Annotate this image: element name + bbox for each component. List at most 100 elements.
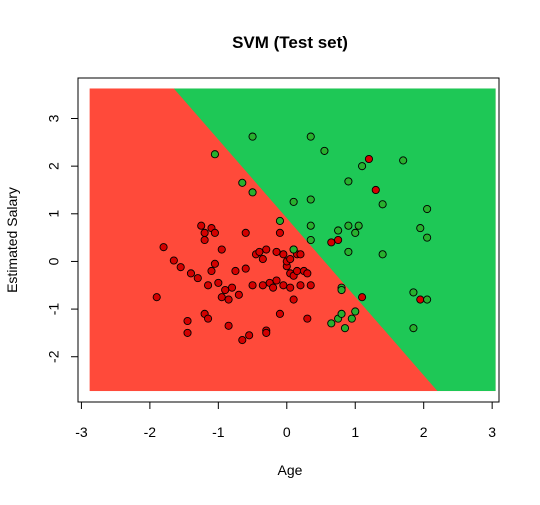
data-point-class-0 xyxy=(303,269,312,278)
data-point-class-1 xyxy=(423,295,432,304)
y-tick-label: 3 xyxy=(46,114,62,122)
data-point-class-0 xyxy=(286,283,295,292)
y-axis: -2 -1 0 1 2 3 xyxy=(46,114,79,363)
data-point-class-0 xyxy=(279,281,288,290)
data-point-class-1 xyxy=(351,228,360,237)
data-point-class-0 xyxy=(275,228,284,237)
data-point-class-1 xyxy=(238,178,247,187)
data-point-class-1 xyxy=(351,307,360,316)
data-point-class-1 xyxy=(337,309,346,318)
data-point-class-0 xyxy=(234,290,243,299)
data-point-class-0 xyxy=(258,255,267,264)
data-point-class-1 xyxy=(334,226,343,235)
data-point-class-0 xyxy=(231,266,240,276)
data-point-class-0 xyxy=(289,295,298,304)
data-point-class-1 xyxy=(327,319,336,328)
data-point-class-1 xyxy=(289,197,298,206)
data-point-class-1 xyxy=(399,156,408,165)
data-point-class-1 xyxy=(248,188,257,197)
data-point-class-0 xyxy=(176,263,185,272)
data-point-class-0 xyxy=(169,256,178,265)
data-point-class-1 xyxy=(306,132,315,141)
data-point-class-0 xyxy=(371,185,380,195)
y-tick-label: 1 xyxy=(46,210,62,218)
x-axis-label: Age xyxy=(278,462,303,478)
data-point-class-0 xyxy=(279,250,288,259)
data-point-class-0 xyxy=(183,328,192,337)
data-point-class-1 xyxy=(344,177,353,186)
x-tick-label: -3 xyxy=(75,424,88,440)
data-point-class-0 xyxy=(193,274,202,283)
data-point-class-1 xyxy=(347,314,356,323)
data-point-class-0 xyxy=(224,295,233,304)
data-point-class-0 xyxy=(241,228,250,237)
data-point-class-1 xyxy=(378,250,387,259)
data-points xyxy=(152,132,432,345)
data-point-class-0 xyxy=(296,250,305,259)
data-point-class-1 xyxy=(423,233,432,242)
data-point-class-0 xyxy=(186,269,196,278)
data-point-class-1 xyxy=(275,216,284,225)
data-point-class-0 xyxy=(286,255,295,264)
y-tick-label: 2 xyxy=(46,162,62,170)
data-point-class-0 xyxy=(248,281,257,290)
data-point-class-0 xyxy=(293,266,302,276)
data-point-class-1 xyxy=(344,247,353,256)
x-tick-label: -2 xyxy=(144,424,157,440)
data-point-class-1 xyxy=(306,235,315,245)
data-point-class-0 xyxy=(262,328,271,337)
data-point-class-1 xyxy=(306,221,315,230)
data-point-class-1 xyxy=(337,285,346,295)
data-point-class-0 xyxy=(238,336,247,345)
data-point-class-0 xyxy=(197,221,206,230)
data-point-class-0 xyxy=(214,278,223,287)
data-point-class-1 xyxy=(289,245,298,254)
data-point-class-1 xyxy=(409,324,418,333)
chart-title: SVM (Test set) xyxy=(232,33,348,52)
data-point-class-0 xyxy=(210,228,219,237)
data-point-class-0 xyxy=(275,309,284,318)
data-point-class-0 xyxy=(224,321,233,330)
data-point-class-1 xyxy=(344,221,353,230)
data-point-class-1 xyxy=(409,288,418,297)
x-tick-label: 1 xyxy=(351,424,359,440)
data-point-class-1 xyxy=(340,324,350,333)
data-point-class-0 xyxy=(217,245,226,254)
data-point-class-1 xyxy=(306,195,315,204)
y-tick-label: -1 xyxy=(46,303,62,316)
data-point-class-1 xyxy=(416,224,425,233)
data-point-class-0 xyxy=(303,314,312,323)
x-tick-label: 3 xyxy=(488,424,496,440)
data-point-class-0 xyxy=(200,235,209,245)
data-point-class-0 xyxy=(152,293,161,302)
data-point-class-0 xyxy=(272,276,281,285)
data-point-class-0 xyxy=(245,331,254,340)
data-point-class-0 xyxy=(258,281,267,290)
data-point-class-1 xyxy=(358,162,367,171)
data-point-class-0 xyxy=(183,316,192,326)
x-tick-label: 0 xyxy=(283,424,291,440)
data-point-class-0 xyxy=(200,228,209,237)
data-point-class-0 xyxy=(227,283,237,292)
data-point-class-0 xyxy=(221,285,230,295)
data-point-class-0 xyxy=(255,247,264,256)
data-point-class-0 xyxy=(334,235,343,245)
data-point-class-1 xyxy=(378,200,387,209)
data-point-class-0 xyxy=(358,293,367,302)
data-point-class-0 xyxy=(241,264,250,273)
data-point-class-0 xyxy=(296,281,305,290)
y-axis-label: Estimated Salary xyxy=(4,187,20,293)
data-point-class-1 xyxy=(248,132,257,141)
x-axis: -3 -2 -1 0 1 2 3 xyxy=(75,401,496,440)
data-point-class-0 xyxy=(204,314,213,323)
data-point-class-0 xyxy=(262,245,271,254)
data-point-class-1 xyxy=(423,204,432,214)
data-point-class-0 xyxy=(204,281,213,290)
y-tick-label: -2 xyxy=(46,350,62,363)
data-point-class-0 xyxy=(327,238,336,247)
data-point-class-0 xyxy=(306,281,315,290)
data-point-class-1 xyxy=(320,146,329,155)
data-point-class-1 xyxy=(354,221,363,230)
data-point-class-0 xyxy=(207,266,216,276)
